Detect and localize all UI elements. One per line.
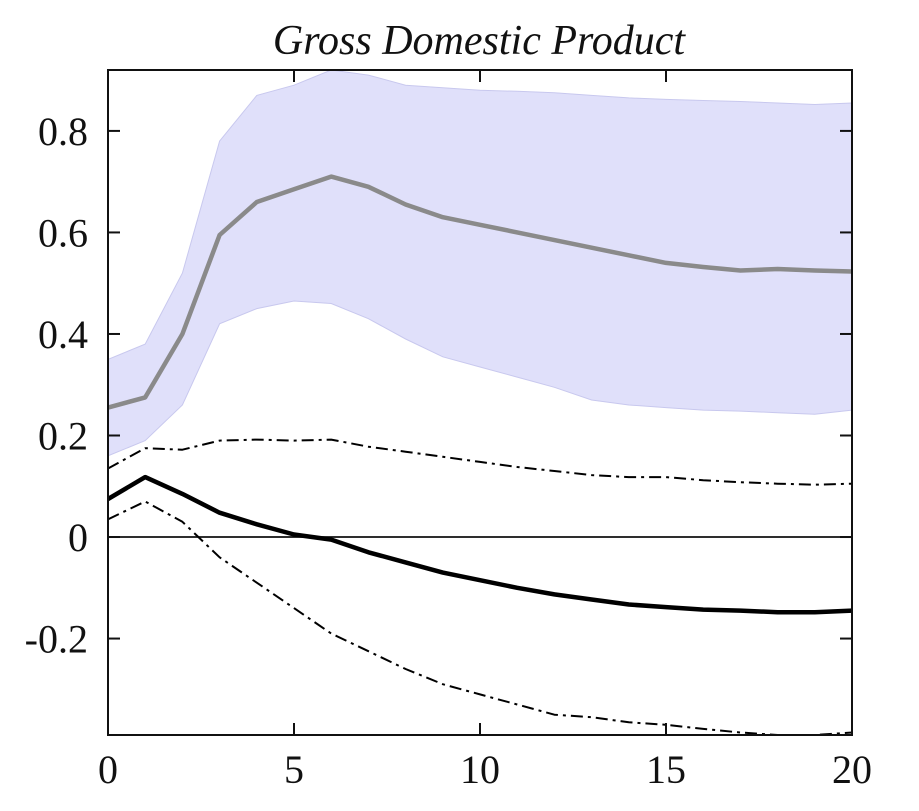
y-tick-label: 0.6 xyxy=(38,210,88,255)
y-tick-label: 0.2 xyxy=(38,413,88,458)
y-tick-label: -0.2 xyxy=(25,617,88,662)
confidence-band xyxy=(108,70,852,457)
x-tick-label: 10 xyxy=(460,747,500,792)
axes: 0 5 10 15 20 -0.2 0 0.2 0.4 0.6 0.8 xyxy=(25,70,872,792)
y-tick-label: 0.8 xyxy=(38,109,88,154)
solid-series-line-1 xyxy=(108,474,852,615)
x-tick-label: 15 xyxy=(646,747,686,792)
chart-title: Gross Domestic Product xyxy=(273,18,687,64)
y-tick-label: 0.4 xyxy=(38,312,88,357)
dashdot-series-line-2 xyxy=(108,438,852,486)
x-tick-label: 5 xyxy=(284,747,304,792)
solid-series-line-0 xyxy=(108,174,852,410)
x-tick-label: 20 xyxy=(832,747,872,792)
y-tick-label: 0 xyxy=(68,515,88,560)
x-tick-label: 0 xyxy=(98,747,118,792)
dashdot-series-line-3 xyxy=(108,500,852,735)
plot-area xyxy=(108,70,852,735)
